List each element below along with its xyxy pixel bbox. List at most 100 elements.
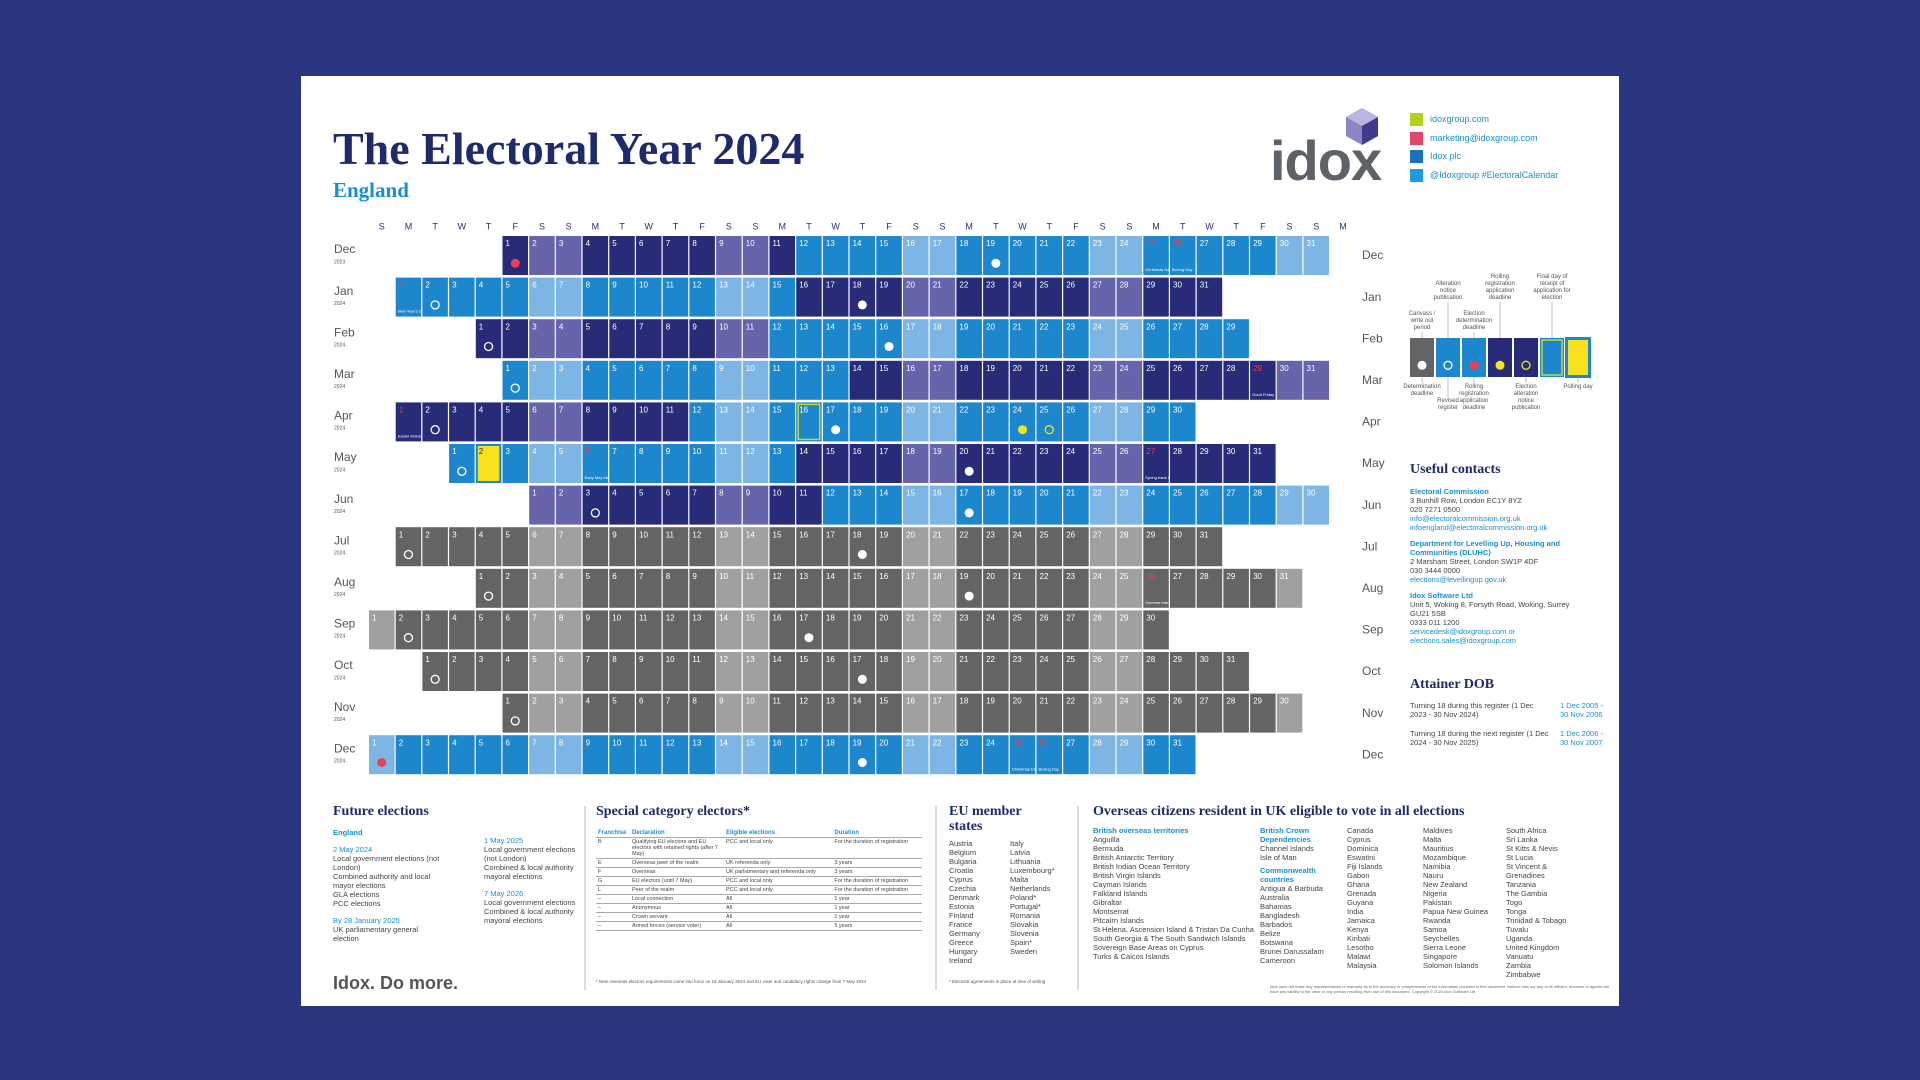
day-number: 8 — [612, 655, 617, 664]
month-label-right: Dec — [1362, 248, 1383, 262]
day-number: 21 — [933, 530, 942, 539]
weekday-label: F — [1073, 221, 1079, 231]
day-number: 11 — [666, 530, 675, 539]
marker-alteration — [403, 549, 414, 560]
day-cell — [796, 652, 822, 691]
day-number: 30 — [1173, 281, 1182, 290]
day-number: 11 — [799, 489, 808, 498]
day-number: 9 — [612, 281, 617, 290]
day-cell — [903, 568, 929, 608]
day-cell — [876, 652, 902, 691]
day-cell — [555, 568, 582, 608]
day-cell — [1143, 527, 1169, 567]
overseas-head: British Crown Dependencies — [1260, 826, 1311, 844]
day-cell — [1036, 485, 1062, 525]
day-cell — [662, 527, 689, 567]
day-number: 13 — [692, 614, 701, 623]
day-number: 2 — [399, 614, 404, 623]
day-number: 17 — [799, 738, 808, 747]
day-number: 31 — [1253, 447, 1262, 456]
day-number: 29 — [1226, 322, 1235, 331]
day-number: 1 — [506, 364, 511, 373]
overseas-column: South Africa Sri Lanka St Kitts & Nevis St … — [1506, 826, 1586, 979]
month-label-right: Sep — [1362, 623, 1384, 637]
legend-cell — [1410, 338, 1434, 377]
day-number: 9 — [719, 697, 724, 706]
attainer-text: Turning 18 during the next register (1 D… — [1410, 729, 1549, 747]
table-cell: Anonymous — [630, 903, 724, 913]
table-cell: – — [596, 903, 630, 913]
day-cell — [1089, 735, 1116, 775]
day-cell — [582, 610, 609, 650]
day-cell — [609, 693, 635, 733]
overseas-item: Cayman Islands — [1093, 880, 1147, 889]
month-label: Jan — [334, 284, 353, 298]
day-number: 30 — [1280, 364, 1289, 373]
legend-label-top: Rolling registration application deadlin… — [1481, 272, 1519, 302]
contact-line: 020 7271 0500 — [1410, 505, 1461, 514]
future-item: Combined & local authority mayoral elect… — [484, 907, 574, 925]
day-cell — [876, 527, 902, 567]
day-number: 25 — [1120, 572, 1129, 581]
day-cell — [636, 735, 662, 775]
day-cell — [849, 610, 876, 650]
eu-country: Slovakia — [1010, 920, 1039, 929]
day-number: 19 — [879, 530, 888, 539]
day-cell — [1223, 652, 1249, 691]
day-number: 4 — [559, 322, 564, 331]
day-number: 11 — [746, 572, 755, 581]
day-cell — [716, 402, 742, 442]
day-cell — [876, 735, 902, 775]
day-cell — [502, 527, 528, 567]
day-cell — [742, 236, 769, 275]
day-number: 12 — [826, 489, 835, 498]
day-cell — [849, 527, 876, 567]
day-number: 12 — [799, 239, 808, 248]
month-label-right: Feb — [1362, 331, 1383, 345]
day-number: 30 — [1253, 572, 1262, 581]
day-number: 12 — [692, 406, 701, 415]
day-cell — [876, 319, 902, 359]
link-icon — [1410, 168, 1423, 182]
day-number: 9 — [586, 614, 591, 623]
day-cell — [1009, 319, 1036, 359]
day-number: 14 — [826, 322, 835, 331]
future-item: UK parliamentary general election — [333, 925, 419, 943]
day-cell — [555, 277, 582, 317]
day-number: 21 — [933, 281, 942, 290]
day-number: 31 — [1200, 281, 1209, 290]
day-cell — [796, 735, 822, 775]
weekday-label: S — [726, 221, 732, 231]
day-cell — [1250, 444, 1276, 483]
day-cell — [716, 610, 742, 650]
day-number: 23 — [986, 281, 995, 290]
day-number: 3 — [452, 530, 457, 539]
day-number: 7 — [639, 322, 644, 331]
day-number: 14 — [853, 239, 862, 248]
day-cell — [1143, 360, 1169, 400]
month-year: 2024 — [334, 426, 345, 432]
day-cell — [502, 319, 528, 359]
day-number: 23 — [959, 614, 968, 623]
eu-country: Czechia — [949, 884, 977, 893]
day-number: 31 — [1200, 530, 1209, 539]
day-cell — [796, 693, 822, 733]
day-number: 25 — [1013, 614, 1022, 623]
day-cell — [1223, 568, 1249, 608]
day-number: 7 — [666, 364, 671, 373]
table-cell: Local connection — [630, 894, 724, 904]
day-cell — [1170, 402, 1196, 442]
legend-cell — [1488, 338, 1512, 377]
day-cell — [475, 527, 502, 567]
day-cell — [769, 319, 795, 359]
legend-label-top: Election determination deadline — [1455, 302, 1493, 332]
month-label-right: Oct — [1362, 664, 1381, 678]
special-table: Franchise Declaration Eligible elections Du… — [596, 829, 922, 931]
day-cell — [555, 236, 582, 275]
day-number: 12 — [666, 614, 675, 623]
weekday-label: T — [1047, 221, 1053, 231]
day-cell — [582, 652, 609, 691]
weekday-label: S — [913, 221, 919, 231]
day-cell — [609, 402, 635, 442]
day-cell — [1036, 360, 1062, 400]
